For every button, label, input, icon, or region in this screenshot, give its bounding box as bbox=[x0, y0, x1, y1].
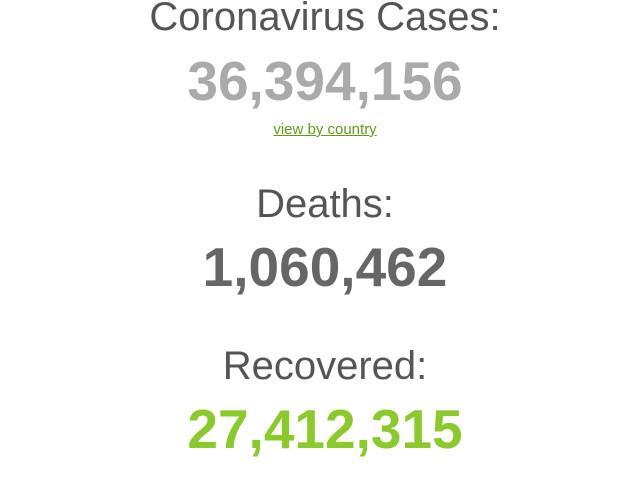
recovered-count: 27,412,315 bbox=[187, 398, 463, 460]
deaths-count: 1,060,462 bbox=[202, 236, 448, 298]
view-by-country-link[interactable]: view by country bbox=[273, 121, 377, 138]
deaths-heading: Deaths: bbox=[256, 182, 394, 226]
recovered-heading: Recovered: bbox=[222, 344, 428, 388]
cases-heading: Coronavirus Cases: bbox=[149, 0, 501, 39]
cases-count: 36,394,156 bbox=[187, 50, 463, 112]
